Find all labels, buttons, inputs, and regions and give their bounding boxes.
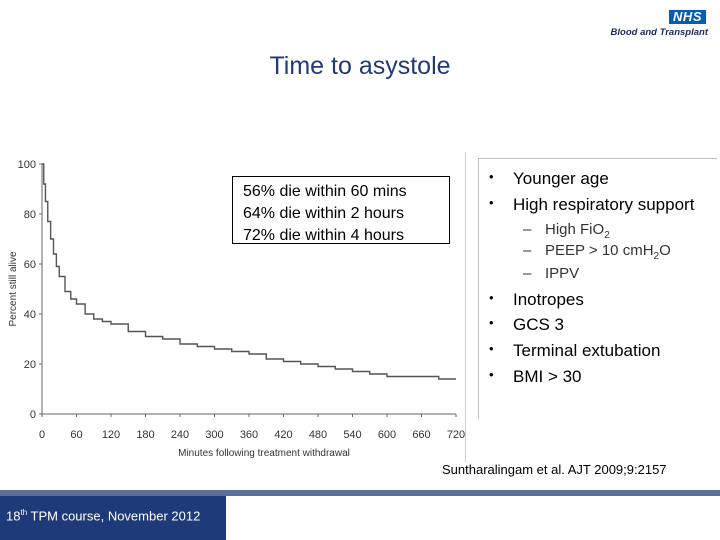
bullet-icon: • (489, 290, 494, 305)
factor-subitem: – High FiO2 (523, 221, 610, 241)
x-tick-label: 360 (240, 429, 258, 441)
x-tick-label: 240 (171, 429, 189, 441)
logo-org-name: Blood and Transplant (610, 27, 708, 38)
x-tick-label: 60 (70, 429, 82, 441)
bullet-icon: • (489, 169, 494, 184)
x-tick-label: 540 (343, 429, 361, 441)
bullet-icon: • (489, 315, 494, 330)
x-tick-label: 120 (102, 429, 120, 441)
bullet-icon: • (489, 341, 494, 356)
x-tick-label: 0 (39, 429, 45, 441)
dash-icon: – (523, 265, 532, 282)
footer-course-label: 18th TPM course, November 2012 (6, 508, 201, 524)
factor-subitem: – PEEP > 10 cmH2O (523, 242, 671, 262)
mortality-callout: 56% die within 60 mins 64% die within 2 … (232, 176, 450, 244)
citation: Suntharalingam et al. AJT 2009;9:2157 (442, 462, 667, 477)
risk-factors-list: • Younger age • High respiratory support… (478, 158, 717, 419)
factor-subitem: – IPPV (523, 265, 580, 282)
nhsbt-logo: NHS Blood and Transplant (592, 10, 714, 40)
x-tick-label: 660 (412, 429, 430, 441)
slide-title: Time to asystole (269, 52, 451, 80)
callout-line-60min: 56% die within 60 mins (243, 183, 407, 200)
x-tick-label: 720 (447, 429, 465, 441)
x-axis-label: Minutes following treatment withdrawal (178, 448, 350, 459)
y-tick-label: 80 (24, 209, 36, 221)
dash-icon: – (523, 221, 532, 238)
dash-icon: – (523, 242, 532, 259)
callout-line-4h: 72% die within 4 hours (243, 227, 404, 244)
x-tick-label: 180 (136, 429, 154, 441)
x-tick-label: 600 (378, 429, 396, 441)
survival-curve (42, 163, 456, 380)
y-tick-label: 60 (24, 259, 36, 271)
x-tick-label: 480 (309, 429, 327, 441)
y-tick-label: 40 (24, 309, 36, 321)
survival-chart-svg: 0 20 40 60 80 100 0 60 120 180 240 300 360 420 480 540… (8, 159, 465, 459)
bullet-icon: • (489, 195, 494, 210)
x-tick-label: 420 (274, 429, 292, 441)
y-axis-label: Percent still alive (8, 251, 19, 326)
footer-divider (0, 490, 720, 496)
y-tick-label: 20 (24, 359, 36, 371)
nhs-logo-mark: NHS (669, 10, 706, 24)
y-tick-label: 0 (30, 409, 36, 421)
footer-panel (0, 496, 226, 540)
y-tick-label: 100 (18, 159, 36, 171)
callout-line-2h: 64% die within 2 hours (243, 205, 404, 222)
bullet-icon: • (489, 367, 494, 382)
x-tick-label: 300 (205, 429, 223, 441)
y-tick-labels: 0 20 40 60 80 100 (18, 159, 42, 421)
x-tick-labels: 0 60 120 180 240 300 360 420 480 540 600 660 720 (39, 414, 465, 441)
